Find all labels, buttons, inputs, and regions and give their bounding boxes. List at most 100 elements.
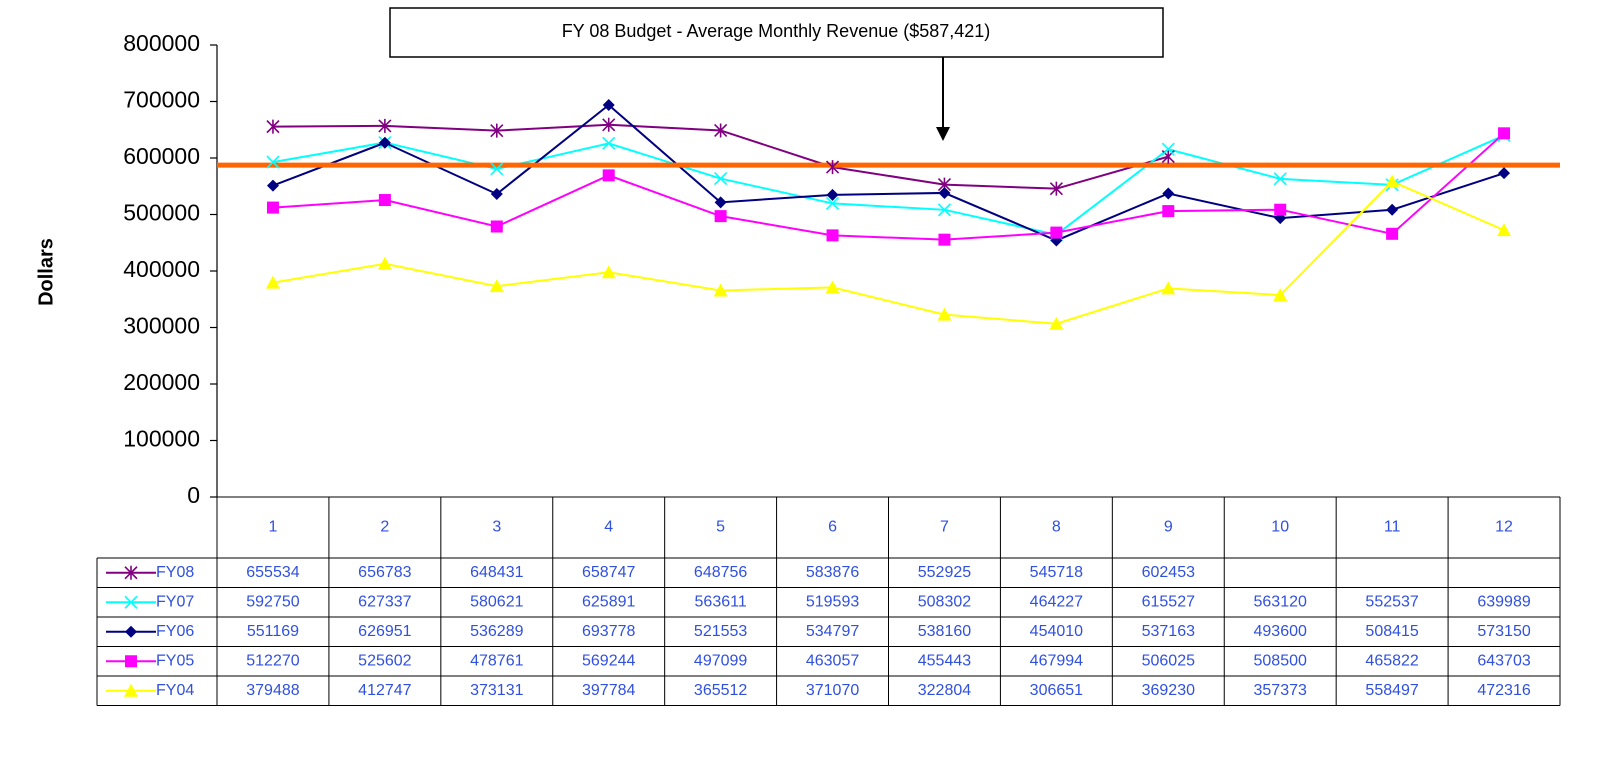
legend-label: FY07 bbox=[156, 593, 194, 610]
marker bbox=[266, 201, 279, 214]
table-cell: 655534 bbox=[246, 564, 299, 581]
legend-marker bbox=[125, 625, 137, 638]
table-cell: 478761 bbox=[470, 652, 523, 669]
table-cell: 369230 bbox=[1142, 682, 1195, 699]
x-tick-label: 6 bbox=[828, 519, 837, 536]
y-tick-label: 200000 bbox=[123, 369, 200, 395]
table-cell: 538160 bbox=[918, 623, 971, 640]
marker bbox=[1161, 281, 1176, 295]
marker bbox=[937, 203, 952, 217]
table-cell: 552537 bbox=[1365, 593, 1418, 610]
x-tick-label: 12 bbox=[1495, 519, 1513, 536]
table-cell: 465822 bbox=[1365, 652, 1418, 669]
marker bbox=[825, 196, 840, 210]
marker bbox=[1274, 203, 1287, 216]
x-tick-label: 11 bbox=[1384, 519, 1401, 536]
legend-marker bbox=[124, 595, 138, 609]
marker bbox=[1498, 167, 1511, 180]
y-tick-label: 800000 bbox=[123, 30, 200, 56]
marker bbox=[826, 229, 839, 242]
table-cell: 558497 bbox=[1365, 682, 1418, 699]
marker bbox=[937, 307, 952, 321]
y-tick-label: 0 bbox=[187, 482, 200, 508]
table-cell: 534797 bbox=[806, 623, 859, 640]
marker bbox=[378, 194, 391, 207]
table-cell: 357373 bbox=[1254, 682, 1307, 699]
marker bbox=[1497, 223, 1512, 237]
marker bbox=[378, 136, 391, 149]
x-tick-label: 7 bbox=[940, 519, 949, 536]
x-tick-label: 8 bbox=[1052, 519, 1061, 536]
marker bbox=[602, 169, 615, 182]
marker bbox=[490, 162, 504, 176]
marker bbox=[1498, 127, 1511, 140]
table-cell: 455443 bbox=[918, 652, 971, 669]
y-tick-label: 600000 bbox=[123, 143, 200, 169]
table-cell: 397784 bbox=[582, 682, 635, 699]
marker bbox=[490, 187, 503, 200]
marker bbox=[938, 233, 951, 246]
y-tick-label: 300000 bbox=[123, 313, 200, 339]
table-cell: 412747 bbox=[358, 682, 411, 699]
legend-marker bbox=[124, 683, 138, 697]
table-cell: 693778 bbox=[582, 623, 635, 640]
marker bbox=[377, 256, 392, 270]
table-cell: 536289 bbox=[470, 623, 523, 640]
table-cell: 506025 bbox=[1142, 652, 1195, 669]
marker bbox=[1273, 172, 1287, 186]
table-cell: 497099 bbox=[694, 652, 747, 669]
marker bbox=[602, 117, 616, 132]
marker bbox=[1049, 181, 1063, 196]
table-cell: 573150 bbox=[1477, 623, 1530, 640]
table-cell: 373131 bbox=[470, 682, 523, 699]
marker bbox=[1162, 205, 1175, 218]
marker bbox=[714, 123, 728, 138]
x-tick-label: 9 bbox=[1164, 519, 1173, 536]
y-tick-label: 500000 bbox=[123, 200, 200, 226]
y-tick-label: 700000 bbox=[123, 87, 200, 113]
table-cell: 639989 bbox=[1477, 593, 1530, 610]
marker bbox=[489, 279, 504, 293]
table-cell: 454010 bbox=[1030, 623, 1083, 640]
marker bbox=[714, 171, 728, 186]
marker bbox=[602, 99, 615, 112]
table-cell: 322804 bbox=[918, 682, 971, 699]
marker bbox=[490, 220, 503, 233]
legend-marker bbox=[124, 565, 138, 580]
table-cell: 551169 bbox=[247, 623, 299, 640]
table-cell: 519593 bbox=[806, 593, 859, 610]
marker bbox=[601, 265, 616, 279]
legend-marker bbox=[125, 655, 137, 668]
marker bbox=[265, 275, 280, 289]
table-cell: 371070 bbox=[806, 682, 859, 699]
marker bbox=[1161, 142, 1175, 156]
table-cell: 464227 bbox=[1030, 593, 1083, 610]
marker bbox=[602, 136, 616, 150]
marker bbox=[266, 155, 280, 169]
table-cell: 648431 bbox=[470, 564, 523, 581]
x-tick-label: 3 bbox=[492, 519, 501, 536]
marker bbox=[1273, 288, 1288, 302]
table-cell: 508302 bbox=[918, 593, 971, 610]
table-cell: 656783 bbox=[358, 564, 411, 581]
table-cell: 463057 bbox=[806, 652, 859, 669]
table-cell: 643703 bbox=[1477, 652, 1530, 669]
marker bbox=[825, 160, 840, 175]
table-cell: 508500 bbox=[1254, 652, 1307, 669]
table-cell: 379488 bbox=[246, 682, 299, 699]
table-cell: 615527 bbox=[1142, 593, 1195, 610]
table-cell: 365512 bbox=[694, 682, 747, 699]
table-cell: 580621 bbox=[470, 593, 523, 610]
table-cell: 537163 bbox=[1142, 623, 1195, 640]
y-axis-label: Dollars bbox=[35, 238, 57, 306]
marker bbox=[378, 118, 392, 133]
x-tick-label: 1 bbox=[269, 519, 278, 536]
table-cell: 658747 bbox=[582, 564, 635, 581]
table-cell: 626951 bbox=[358, 623, 411, 640]
x-tick-label: 2 bbox=[380, 519, 389, 536]
table-cell: 306651 bbox=[1030, 682, 1083, 699]
table-cell: 583876 bbox=[806, 564, 859, 581]
table-cell: 512270 bbox=[246, 652, 299, 669]
annotation: FY 08 Budget - Average Monthly Revenue (… bbox=[562, 21, 991, 41]
